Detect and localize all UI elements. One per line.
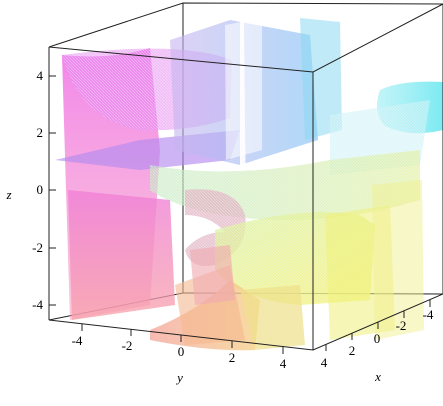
box-front-edges [48,3,443,351]
x-tick-label: 2 [349,343,356,358]
z-tick-label: 0 [37,182,44,197]
x-axis: -4 -2 0 2 4 x [321,300,434,384]
x-tick-label: 0 [374,331,381,346]
y-axis: -4 -2 0 2 4 y [72,324,287,385]
x-axis-label: x [374,369,381,384]
x-tick-label: -2 [396,318,407,333]
z-axis-label: z [5,187,11,202]
z-tick-label: -4 [32,297,43,312]
y-tick-label: 0 [178,344,185,359]
x-tick-label: -4 [423,307,434,322]
y-tick-label: -4 [72,333,83,348]
y-tick-label: -2 [122,338,133,353]
y-tick-label: 4 [280,356,287,371]
surface-pink-wall [68,190,175,320]
z-tick-label: -2 [32,240,43,255]
y-axis-label: y [175,370,183,385]
y-tick-label: 2 [229,350,236,365]
x-tick-label: 4 [321,355,328,370]
z-tick-label: 2 [37,125,44,140]
z-tick-label: 4 [37,68,44,83]
surface-layers [55,18,443,351]
z-axis: 4 2 0 -2 -4 z [5,68,56,312]
